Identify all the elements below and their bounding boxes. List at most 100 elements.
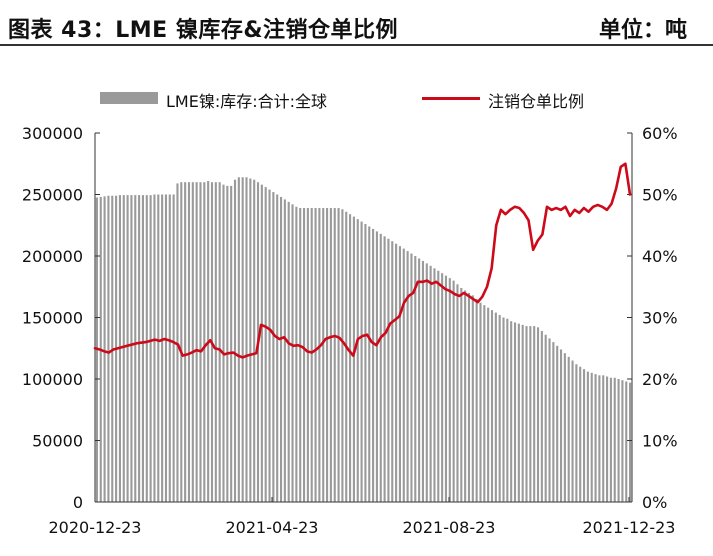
inventory-bar — [191, 182, 194, 502]
inventory-bar — [594, 374, 597, 502]
inventory-bar — [295, 206, 298, 503]
inventory-bar — [103, 196, 106, 502]
inventory-bar — [168, 194, 171, 502]
inventory-bar — [375, 231, 378, 502]
inventory-bar — [138, 195, 141, 502]
inventory-bar — [533, 326, 536, 502]
inventory-bar — [372, 228, 375, 502]
left-tick-label: 100000 — [22, 370, 83, 389]
inventory-bar — [279, 196, 283, 502]
inventory-bar — [249, 178, 252, 502]
inventory-bar — [349, 214, 352, 502]
inventory-bar — [199, 182, 202, 502]
inventory-bar — [302, 208, 306, 502]
inventory-bar — [513, 322, 517, 502]
inventory-bar — [126, 195, 129, 502]
inventory-bar — [364, 224, 367, 502]
inventory-bar — [180, 182, 183, 502]
inventory-bar — [203, 182, 206, 502]
left-tick-label: 250000 — [22, 186, 83, 205]
inventory-bar — [272, 192, 275, 503]
inventory-bar — [525, 326, 528, 502]
inventory-bar — [149, 195, 152, 502]
inventory-bar — [356, 219, 359, 502]
inventory-bar — [421, 260, 425, 502]
inventory-bar — [195, 182, 198, 502]
inventory-bar — [187, 182, 191, 502]
inventory-bar — [617, 379, 620, 502]
legend-swatch-line — [422, 97, 480, 100]
inventory-bar — [333, 208, 336, 502]
inventory-bar — [260, 184, 263, 502]
inventory-bars — [95, 177, 632, 503]
inventory-bar — [583, 369, 586, 502]
inventory-bar — [379, 233, 382, 503]
inventory-bar — [241, 177, 244, 502]
inventory-bar — [544, 334, 547, 502]
inventory-bar — [536, 327, 540, 502]
legend-swatch-bar — [100, 92, 158, 104]
inventory-bar — [502, 317, 505, 502]
inventory-bar — [268, 189, 271, 502]
ratio-line — [93, 162, 632, 359]
inventory-bar — [253, 179, 256, 503]
right-tick-label: 60% — [642, 124, 678, 143]
inventory-bar — [276, 194, 279, 502]
inventory-bar — [222, 184, 225, 502]
chart-title: 图表 43：LME 镍库存&注销仓单比例 — [8, 18, 399, 43]
inventory-bar — [322, 208, 325, 502]
inventory-bar — [145, 195, 148, 502]
inventory-bar — [310, 208, 313, 502]
inventory-bar — [498, 315, 501, 502]
left-tick-label: 50000 — [32, 432, 83, 451]
inventory-bar — [456, 284, 459, 502]
inventory-bar — [226, 185, 229, 502]
inventory-bar — [245, 177, 248, 502]
x-tick-label: 2021-08-23 — [403, 518, 496, 537]
inventory-bar — [406, 251, 409, 502]
inventory-bar — [613, 377, 616, 502]
right-tick-label: 30% — [642, 309, 678, 328]
inventory-bar — [506, 318, 509, 502]
inventory-bar — [487, 307, 490, 502]
left-tick-label: 150000 — [22, 309, 83, 328]
inventory-bar — [490, 310, 494, 502]
inventory-bar — [579, 366, 582, 502]
inventory-bar — [383, 236, 386, 502]
left-tick-label: 200000 — [22, 247, 83, 266]
inventory-bar — [548, 338, 551, 502]
inventory-bar — [291, 204, 294, 502]
inventory-bar — [230, 185, 233, 502]
x-tick-label: 2021-04-23 — [226, 518, 319, 537]
inventory-bar — [621, 380, 624, 502]
inventory-bar — [402, 248, 405, 502]
inventory-bar — [130, 195, 133, 502]
inventory-bar — [444, 275, 448, 502]
inventory-bar — [483, 305, 486, 502]
inventory-bar — [237, 177, 240, 502]
right-tick-label: 50% — [642, 186, 678, 205]
inventory-bar — [448, 278, 451, 502]
inventory-bar — [134, 195, 137, 502]
inventory-bar — [606, 376, 609, 502]
inventory-bar — [433, 268, 436, 502]
x-tick-label: 2021-12-23 — [583, 518, 676, 537]
inventory-bar — [299, 208, 302, 502]
inventory-bar — [360, 221, 363, 502]
inventory-bar — [437, 270, 440, 502]
inventory-bar — [414, 256, 417, 502]
inventory-bar — [471, 295, 474, 502]
header: 图表 43：LME 镍库存&注销仓单比例 单位：吨 — [0, 0, 713, 56]
inventory-bar — [552, 342, 555, 502]
x-tick-label: 2020-12-23 — [49, 518, 142, 537]
inventory-bar — [598, 375, 601, 502]
inventory-bar — [418, 258, 421, 502]
inventory-bar — [264, 187, 267, 502]
inventory-bar — [368, 226, 371, 503]
inventory-bar — [425, 263, 428, 502]
inventory-bar — [164, 194, 168, 502]
inventory-bar — [556, 345, 559, 502]
inventory-bar — [571, 360, 574, 502]
inventory-bar — [586, 371, 589, 502]
inventory-bar — [567, 356, 570, 502]
